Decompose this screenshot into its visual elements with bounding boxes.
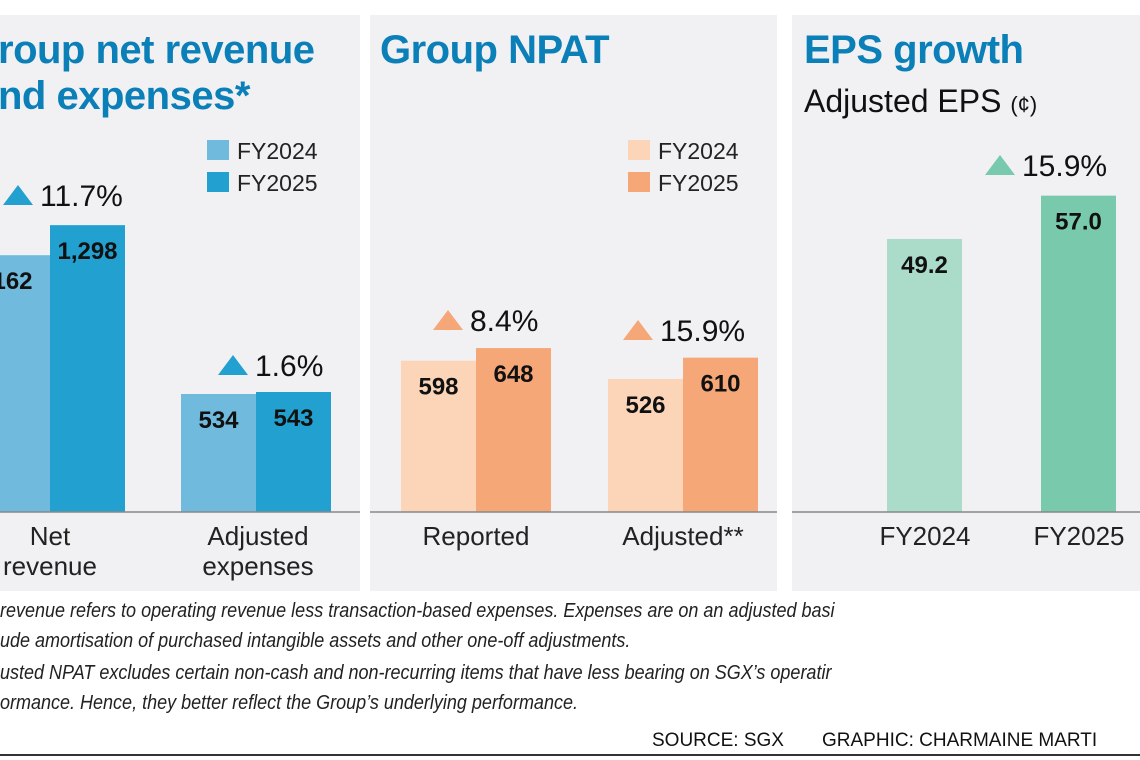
bar-fy2025-label: 57.0 xyxy=(1055,209,1102,236)
bar-fy2025-0 xyxy=(476,348,551,512)
footnote-2: ude amortisation of purchased intangible… xyxy=(0,630,631,652)
bar-fy2024-1-label: 526 xyxy=(625,392,665,419)
panel-npat: Group NPAT FY2024 FY2025 598 648 Reported 526… xyxy=(370,15,777,591)
legend-swatch-fy2024 xyxy=(207,140,229,160)
footnote-3: usted NPAT excludes certain non-cash and… xyxy=(0,662,832,684)
legend-label-fy2025: FY2025 xyxy=(658,170,739,196)
revenue-title-line-1: roup net revenue xyxy=(0,28,315,72)
category-label-fy2025: FY2025 xyxy=(1033,521,1124,551)
bar-fy2025-0-label: 1,298 xyxy=(57,238,117,265)
growth-net-revenue-triangle-icon xyxy=(3,185,33,205)
bar-fy2025 xyxy=(1041,195,1116,512)
bar-fy2025-0-label: 648 xyxy=(493,361,533,388)
bar-fy2024-label: 49.2 xyxy=(901,252,948,279)
category-label-1: Adjusted** xyxy=(622,521,743,551)
category-adjusted-expenses-line-1: Adjusted xyxy=(207,521,308,551)
npat-title: Group NPAT xyxy=(380,28,610,72)
growth-adjusted-expenses-triangle-icon xyxy=(218,355,248,375)
legend-label-fy2024: FY2024 xyxy=(237,138,318,164)
bar-fy2024-1-label: 534 xyxy=(198,407,239,434)
eps-title: EPS growth xyxy=(804,28,1024,72)
category-adjusted-expenses-line-2: expenses xyxy=(202,551,313,581)
panel-revenue: roup net revenue nd expenses* FY2024 FY20… xyxy=(0,15,360,591)
bar-fy2024-0-label: 598 xyxy=(418,374,458,401)
footnote-4: ormance. Hence, they better reflect the … xyxy=(0,692,578,714)
eps-subtitle: Adjusted EPS (¢) xyxy=(804,83,1037,120)
revenue-title-line-2: nd expenses* xyxy=(0,74,250,118)
bar-fy2025-1-label: 610 xyxy=(700,371,740,398)
growth-adjusted-text: 15.9% xyxy=(660,315,745,348)
bar-fy2024-1 xyxy=(181,393,256,512)
growth-reported-text: 8.4% xyxy=(470,305,538,338)
graphic-credit: GRAPHIC: CHARMAINE MARTI xyxy=(822,730,1098,751)
growth-net-revenue-text: 11.7% xyxy=(40,180,123,213)
bar-fy2025-1 xyxy=(256,391,331,512)
revenue-chart: FY2024 FY2025 162 1,298 534 543 11.7% 1.6% Netre… xyxy=(0,138,360,581)
bar-fy2025-0 xyxy=(50,225,125,512)
panel-eps: EPS growth Adjusted EPS (¢) 49.2 FY2024 57… xyxy=(792,15,1140,591)
eps-subtitle-text: Adjusted EPS xyxy=(804,83,1002,119)
growth-reported-triangle-icon xyxy=(433,310,463,330)
legend-label-fy2024: FY2024 xyxy=(658,138,739,164)
bottom-rule xyxy=(0,754,1140,756)
npat-chart: FY2024 FY2025 598 648 Reported 526 610 Adjusted… xyxy=(370,138,777,551)
bar-fy2024 xyxy=(887,238,962,512)
footnote-1: revenue refers to operating revenue less… xyxy=(0,600,835,622)
category-net-revenue-line-1: Net xyxy=(30,521,71,551)
category-label-fy2024: FY2024 xyxy=(879,521,970,551)
category-net-revenue-line-2: revenue xyxy=(3,551,97,581)
bar-fy2024-1 xyxy=(608,378,683,512)
legend-swatch-fy2025 xyxy=(207,172,229,192)
growth-adjusted-expenses-text: 1.6% xyxy=(255,350,323,383)
growth-adjusted-triangle-icon xyxy=(623,320,653,340)
category-label-0: Reported xyxy=(423,521,530,551)
legend-label-fy2025: FY2025 xyxy=(237,170,318,196)
bar-fy2024-0 xyxy=(401,360,476,512)
bar-fy2024-0 xyxy=(0,255,50,512)
eps-unit: (¢) xyxy=(1010,92,1038,117)
eps-chart: 49.2 FY2024 57.0 FY2025 15.9% xyxy=(792,150,1140,551)
source-credit: SOURCE: SGX xyxy=(652,730,784,751)
bar-fy2025-1-label: 543 xyxy=(273,405,313,432)
growth-eps-text: 15.9% xyxy=(1022,150,1107,183)
bar-fy2024-0-label: 162 xyxy=(0,268,33,295)
legend-swatch-fy2024 xyxy=(628,140,650,160)
bar-fy2025-1 xyxy=(683,357,758,512)
legend-swatch-fy2025 xyxy=(628,172,650,192)
growth-eps-triangle-icon xyxy=(985,155,1015,175)
